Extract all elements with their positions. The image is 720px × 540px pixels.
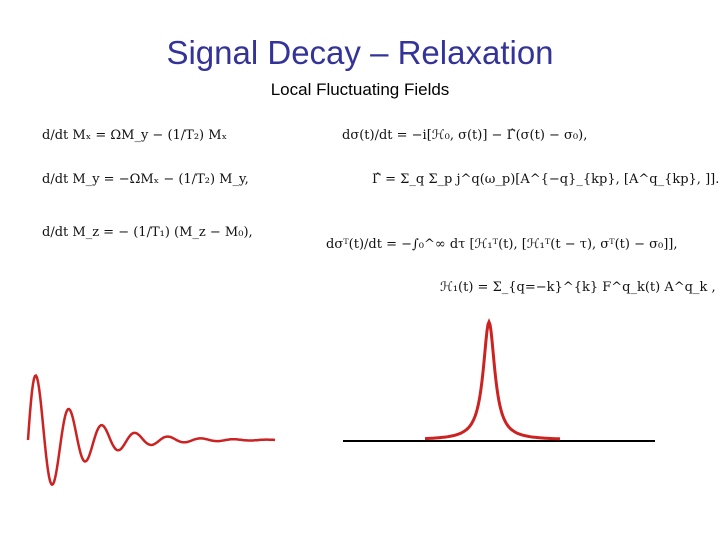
equation: dσ(t)/dt = −i[ℋ₀, σ(t)] − Γ̂(σ(t) − σ₀), xyxy=(342,128,588,143)
equation: d/dt M_y = −ΩMₓ − (1/T₂) M_y, xyxy=(42,172,249,187)
lorentzian-peak xyxy=(425,318,561,441)
equation: d/dt M_z = − (1/T₁) (M_z − M₀), xyxy=(42,225,253,240)
decay-curve xyxy=(26,374,276,487)
equation: Γ̂ = Σ_q Σ_p j^q(ω_p)[A^{−q}_{kp}, [A^q_… xyxy=(372,172,720,187)
equation: d/dt Mₓ = ΩM_y − (1/T₂) Mₓ xyxy=(42,128,228,143)
title: Signal Decay – Relaxation xyxy=(166,34,554,71)
equation: ℋ₁(t) = Σ_{q=−k}^{k} F^q_k(t) A^q_k , xyxy=(440,280,716,295)
equation: dσᵀ(t)/dt = −∫₀^∞ dτ [ℋ₁ᵀ(t), [ℋ₁ᵀ(t − τ… xyxy=(326,237,678,252)
subtitle: Local Fluctuating Fields xyxy=(270,80,450,99)
